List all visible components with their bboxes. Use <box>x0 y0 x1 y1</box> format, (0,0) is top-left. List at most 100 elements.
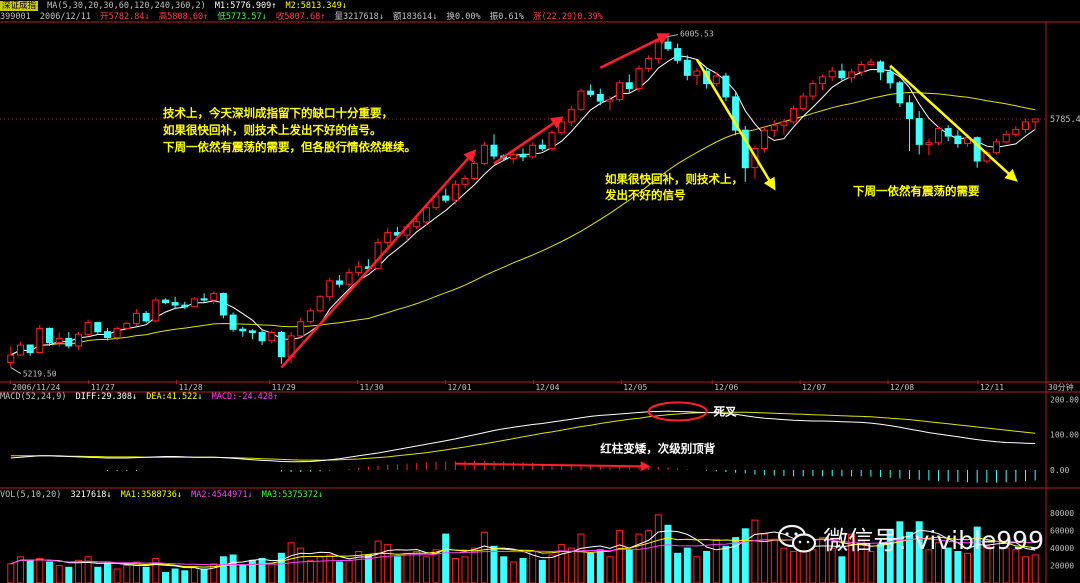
y-tick-volume: 20000 <box>1050 562 1074 571</box>
candle-up <box>268 332 276 342</box>
candle-up <box>1022 121 1029 130</box>
low-pointer <box>10 367 22 374</box>
candle-up <box>345 272 353 285</box>
vol-ma3-line <box>10 538 1036 566</box>
candle-up <box>297 321 305 337</box>
dead-cross-circle <box>647 401 708 422</box>
annotation-text: 如果很快回补，则技术上发出不好的信号。 <box>163 123 382 137</box>
volume-bar-down <box>171 568 179 583</box>
macd-annotation-divergence: 红柱变矮，次级别顶背 <box>600 441 715 455</box>
volume-bar-up <box>190 566 198 583</box>
volume-bar-up <box>509 561 517 583</box>
candle-up <box>529 144 537 158</box>
candle-up <box>645 58 653 70</box>
volume-bar-down <box>954 551 962 583</box>
candle-down <box>335 280 343 285</box>
candle-down <box>944 128 952 137</box>
candle-up <box>113 327 121 339</box>
candle-down <box>26 344 34 353</box>
high-price: 高5808.60↑ <box>158 12 209 22</box>
candle-down <box>973 137 981 162</box>
macd-annotation-dead-cross: 死叉 <box>714 404 737 418</box>
candle-up <box>17 344 24 356</box>
candle-up <box>1012 128 1020 135</box>
candle-up <box>480 144 488 164</box>
candle-up <box>422 207 430 223</box>
macd-diff-line <box>10 410 1036 463</box>
candle-down <box>94 322 102 333</box>
candle-up <box>210 292 218 301</box>
candle-down <box>490 144 498 157</box>
candle-up <box>190 298 198 308</box>
candle-down <box>877 61 885 73</box>
annotation-text: 下周一依然有震荡的需要 <box>853 184 980 198</box>
candle-down <box>277 332 285 358</box>
volume-bar-down <box>142 566 150 583</box>
candle-down <box>104 331 111 339</box>
m2-value: M2:5813.349↓ <box>285 1 347 11</box>
macd-dea-line <box>10 411 1036 461</box>
annotation-text: 发出不好的信号 <box>604 188 686 202</box>
amount-value: 额183614↓ <box>393 12 438 22</box>
candle-down <box>219 292 227 316</box>
candle-down <box>239 328 247 332</box>
volume-bar-up <box>326 554 334 583</box>
volume-bar-up <box>693 556 701 583</box>
volume-bar-up <box>1022 556 1029 583</box>
ma-short-line <box>10 55 1036 356</box>
y-tick-volume: 60000 <box>1050 527 1074 536</box>
candle-up <box>867 61 875 65</box>
y-tick-kline: 5785.4 <box>1050 115 1080 125</box>
candle-up <box>1031 118 1039 123</box>
volume-bar-up <box>558 544 566 583</box>
low-price-label: 5219.50 <box>23 370 57 379</box>
volume-value: 量3217618↓ <box>334 12 384 22</box>
header-row-2: 399001 2006/12/11 开5782.84↓ 高5808.60↑ 低5… <box>0 12 607 22</box>
candle-down <box>442 195 450 201</box>
volume-bar-up <box>152 558 160 583</box>
volume-bar-up <box>461 556 469 583</box>
volume-bar-down <box>741 528 749 583</box>
turnover-value: 换0.00% <box>446 12 481 22</box>
period-label: 30分钟 <box>1048 382 1074 392</box>
candle-down <box>674 48 682 61</box>
volume-bar-down <box>162 572 169 583</box>
volume-bar-down <box>519 558 527 583</box>
candlestick-series <box>7 36 1039 368</box>
volume-bar-down <box>104 563 111 583</box>
candle-down <box>915 118 923 145</box>
volume-bar-down <box>46 561 53 583</box>
candle-up <box>567 108 575 123</box>
x-tick-label: 12/07 <box>802 383 826 392</box>
moving-average-lines <box>10 55 1036 356</box>
candle-up <box>993 141 1000 154</box>
change-value: 涨(22.29)0.39% <box>532 12 603 22</box>
volume-bar-down <box>229 554 237 583</box>
x-tick-label: 12/11 <box>980 383 1004 392</box>
quote-date: 2006/12/11 <box>39 12 92 22</box>
volume-bar-up <box>471 547 479 583</box>
y-tick-volume: 40000 <box>1050 544 1074 553</box>
candle-up <box>548 132 556 149</box>
volume-bar-down <box>596 549 604 583</box>
yellow-arrow-down-1 <box>695 58 776 191</box>
candle-up <box>761 129 769 149</box>
volume-bar-down <box>442 533 450 583</box>
index-title[interactable]: 深证成指 <box>0 1 39 11</box>
wechat-icon <box>778 524 817 553</box>
volume-bar-down <box>664 524 672 583</box>
volume-bar-down <box>200 568 208 583</box>
volume-bar-up <box>712 538 720 583</box>
candle-up <box>828 70 836 78</box>
candle-down <box>142 312 150 322</box>
vol-value: 3217618↓ <box>70 490 112 500</box>
volume-bar-up <box>654 514 662 583</box>
candle-up <box>413 221 421 228</box>
divergence-arrow <box>455 461 651 472</box>
volume-bar-up <box>123 565 131 583</box>
candle-down <box>258 332 266 342</box>
volume-bar-down <box>248 559 256 583</box>
annotation-text: 技术上，今天深圳成指留下的缺口十分重要， <box>163 106 393 120</box>
candle-down <box>587 90 595 95</box>
